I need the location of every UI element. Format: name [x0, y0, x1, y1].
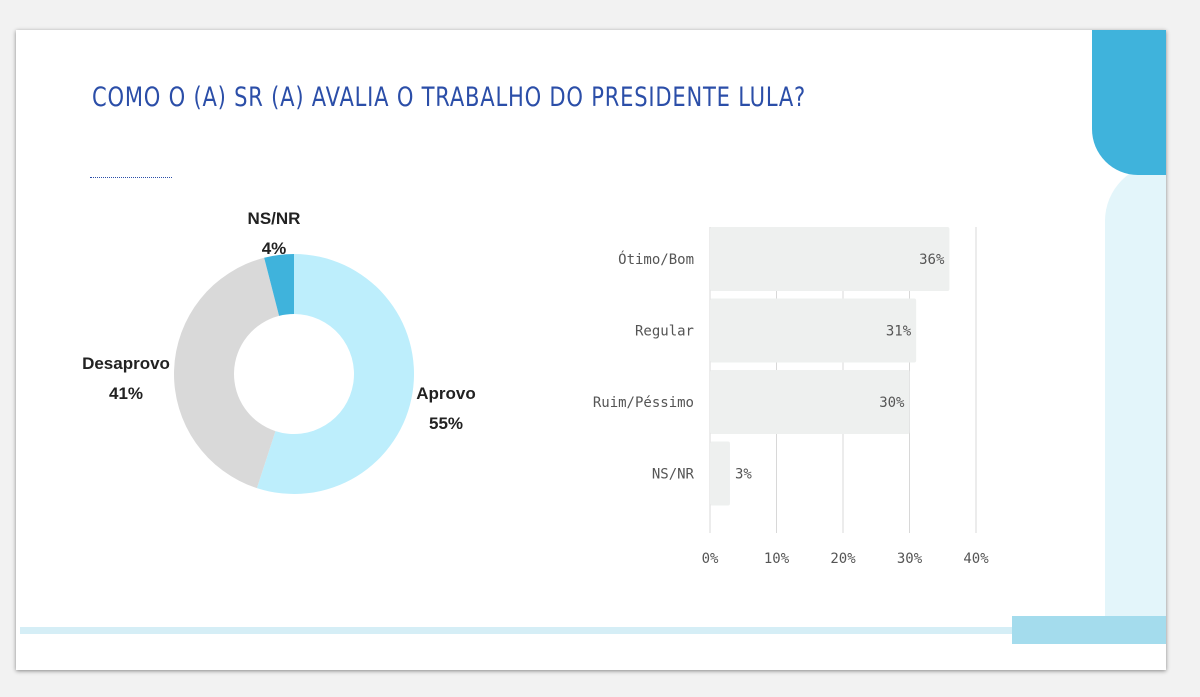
slice-value-label: 41%: [109, 384, 143, 403]
bar-value-label: 36%: [919, 252, 945, 268]
bar: [710, 441, 730, 506]
slice-label: Aprovo: [416, 384, 476, 403]
bar-value-label: 3%: [735, 467, 752, 483]
slice-value-label: 4%: [262, 239, 287, 258]
slide-title: COMO O (A) SR (A) AVALIA O TRABALHO DO P…: [92, 82, 806, 113]
x-tick-label: 20%: [830, 551, 856, 567]
title-underline: [90, 177, 172, 178]
donut-slice: [256, 254, 415, 494]
slice-value-label: 55%: [429, 414, 463, 433]
bottom-decor-line: [20, 627, 1106, 634]
bar: [710, 298, 917, 363]
donut-slice: [264, 254, 294, 316]
slice-label: Desaprovo: [82, 354, 170, 373]
bar-chart: Ótimo/Bom Regular Ruim/Péssimo NS/NR 36% 31%…: [593, 227, 989, 567]
category-label: Ótimo/Bom: [618, 250, 694, 268]
x-tick-label: 10%: [764, 551, 790, 567]
category-label: Ruim/Péssimo: [593, 395, 694, 411]
slide: COMO O (A) SR (A) AVALIA O TRABALHO DO P…: [16, 30, 1166, 670]
bar: [710, 227, 950, 291]
bar-value-label: 30%: [879, 395, 905, 411]
bottom-decor-block: [1012, 616, 1166, 644]
category-label: Regular: [635, 324, 694, 340]
bar: [710, 370, 910, 434]
donut-chart: Aprovo 55% Desaprovo 41% NS/NR 4%: [82, 209, 476, 494]
bar-value-label: 31%: [886, 324, 912, 340]
category-label: NS/NR: [652, 467, 695, 483]
decorative-light-shape: [1105, 163, 1166, 643]
x-tick-label: 30%: [897, 551, 923, 567]
x-tick-label: 40%: [963, 551, 989, 567]
slice-label: NS/NR: [248, 209, 301, 228]
x-tick-label: 0%: [702, 551, 719, 567]
donut-slice: [174, 257, 280, 489]
decorative-teal-shape: [1092, 30, 1166, 175]
